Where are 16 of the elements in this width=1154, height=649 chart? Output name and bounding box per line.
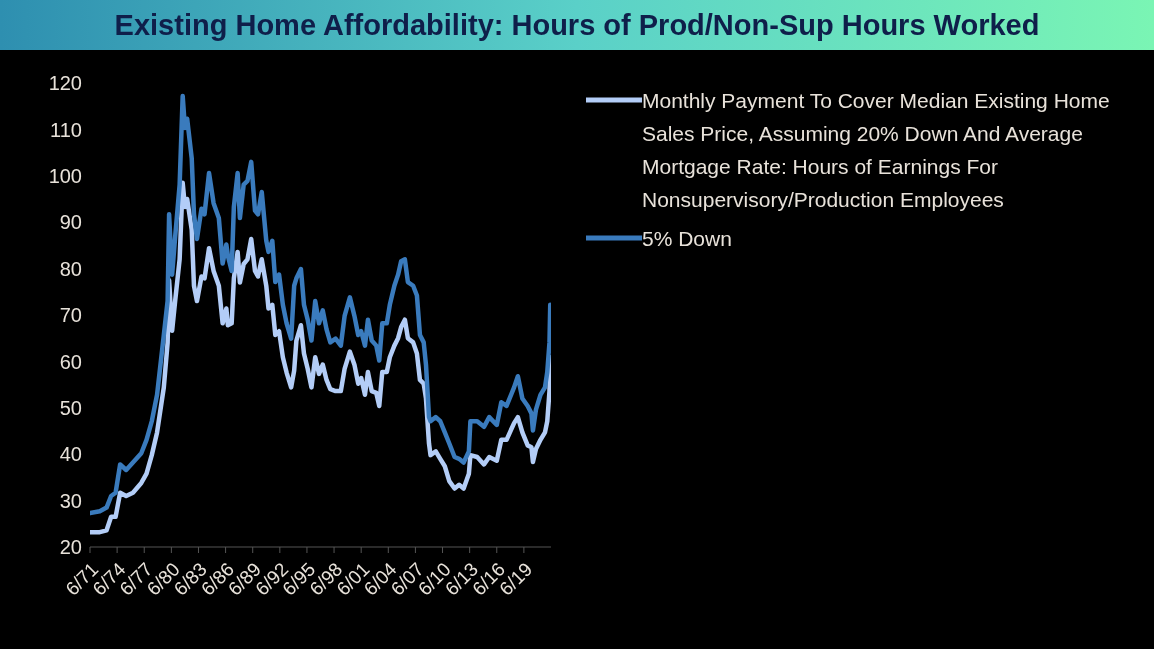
y-tick-label: 100 [48, 164, 82, 187]
y-tick-label: 60 [59, 350, 82, 373]
y-tick-label: 80 [59, 257, 82, 280]
legend-label: Monthly Payment To Cover Median Existing Home Sales Price, Assuming 20% Down And Average Mortgage Rate: Hours of Earnings For Nonsupervisory/Production Employees [642, 88, 1111, 213]
legend-label: 5% Down [642, 226, 732, 252]
y-tick-label: 40 [59, 443, 82, 466]
y-tick-label: 20 [59, 536, 82, 559]
y-tick-label: 110 [50, 118, 82, 141]
y-tick-label: 50 [59, 396, 82, 419]
y-tick-label: 90 [59, 211, 82, 234]
chart-title: Existing Home Affordability: Hours of Prod/Non-Sup Hours Worked [0, 0, 1154, 50]
y-tick-label: 120 [48, 72, 82, 95]
line-series [90, 93, 551, 516]
y-tick-label: 70 [59, 304, 82, 327]
y-tick-label: 30 [59, 489, 82, 512]
line-series [90, 180, 551, 535]
